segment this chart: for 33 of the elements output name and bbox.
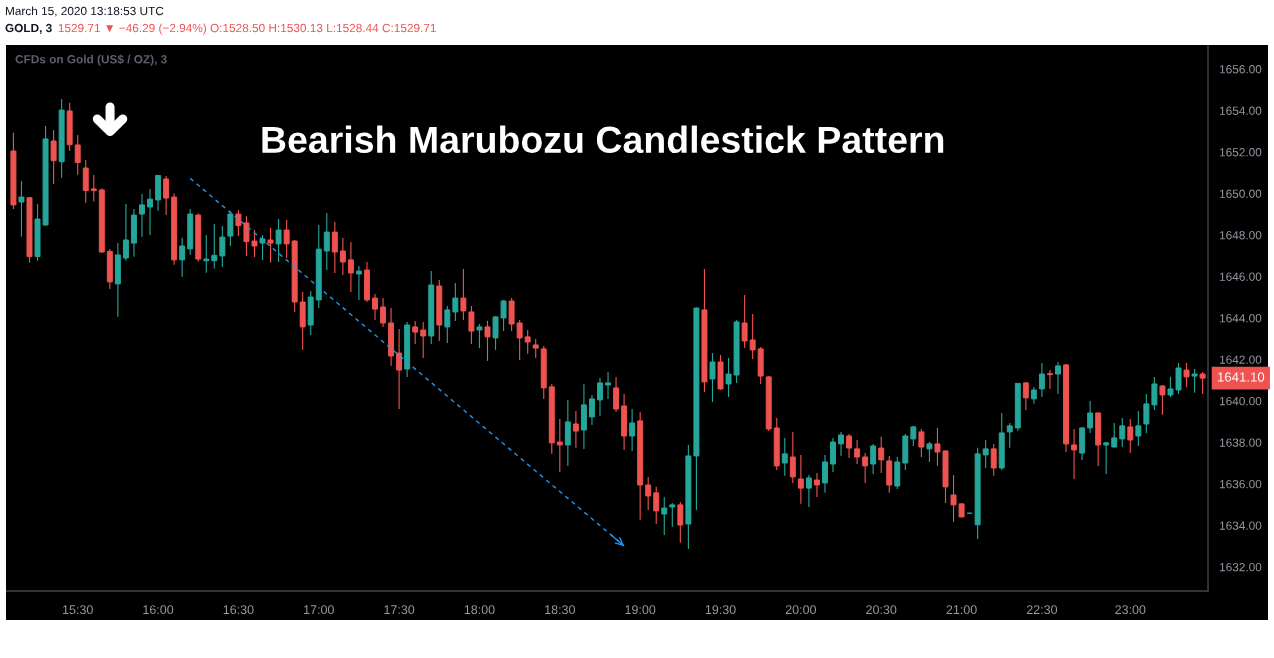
- text: 1641.10: [1218, 372, 1265, 382]
- y-tick-label: 1642.00: [1220, 355, 1262, 364]
- y-tick-label: 1646.00: [1220, 272, 1262, 281]
- x-tick-label: 20:00: [785, 605, 817, 615]
- text: March 15, 2020 13:18:53 UTC: [5, 6, 164, 17]
- text: Bearish Marubozu Candlestick Pattern: [262, 125, 944, 154]
- x-tick-label: 19:30: [705, 605, 736, 615]
- text: CFDs on Gold (US$ / OZ), 3: [15, 54, 167, 66]
- y-tick-label: 1644.00: [1220, 314, 1262, 323]
- y-tick-label: 1656.00: [1220, 65, 1262, 74]
- x-tick-label: 16:00: [143, 605, 174, 615]
- y-tick-label: 1636.00: [1220, 479, 1262, 489]
- x-tick-label: 17:00: [304, 605, 334, 615]
- x-tick-label: 15:30: [63, 605, 93, 615]
- y-tick-label: 1652.00: [1220, 148, 1262, 157]
- x-tick-label: 18:00: [464, 605, 495, 615]
- x-tick-label: 17:30: [384, 605, 415, 615]
- x-tick-label: 23:00: [1115, 605, 1146, 615]
- y-tick-label: 1650.00: [1220, 189, 1262, 198]
- x-tick-label: 22:30: [1026, 605, 1058, 615]
- x-tick-label: 20:30: [866, 605, 897, 615]
- y-tick-label: 1648.00: [1220, 231, 1262, 240]
- y-tick-label: 1638.00: [1220, 438, 1262, 447]
- y-tick-label: 1654.00: [1220, 106, 1262, 115]
- x-tick-label: 21:00: [946, 605, 977, 615]
- x-tick-label: 19:00: [625, 605, 656, 615]
- x-tick-label: 16:30: [223, 605, 254, 615]
- y-tick-label: 1634.00: [1220, 521, 1262, 530]
- x-tick-label: 18:30: [545, 605, 575, 615]
- y-tick-label: 1640.00: [1220, 397, 1262, 406]
- text: 1529.71 ▼ −46.29 (−2.94%) O:1528.50 H:1530.13 L:1528.44 C:1529.71: [58, 23, 436, 35]
- y-tick-label: 1632.00: [1220, 562, 1262, 572]
- text: GOLD, 3: [5, 23, 52, 34]
